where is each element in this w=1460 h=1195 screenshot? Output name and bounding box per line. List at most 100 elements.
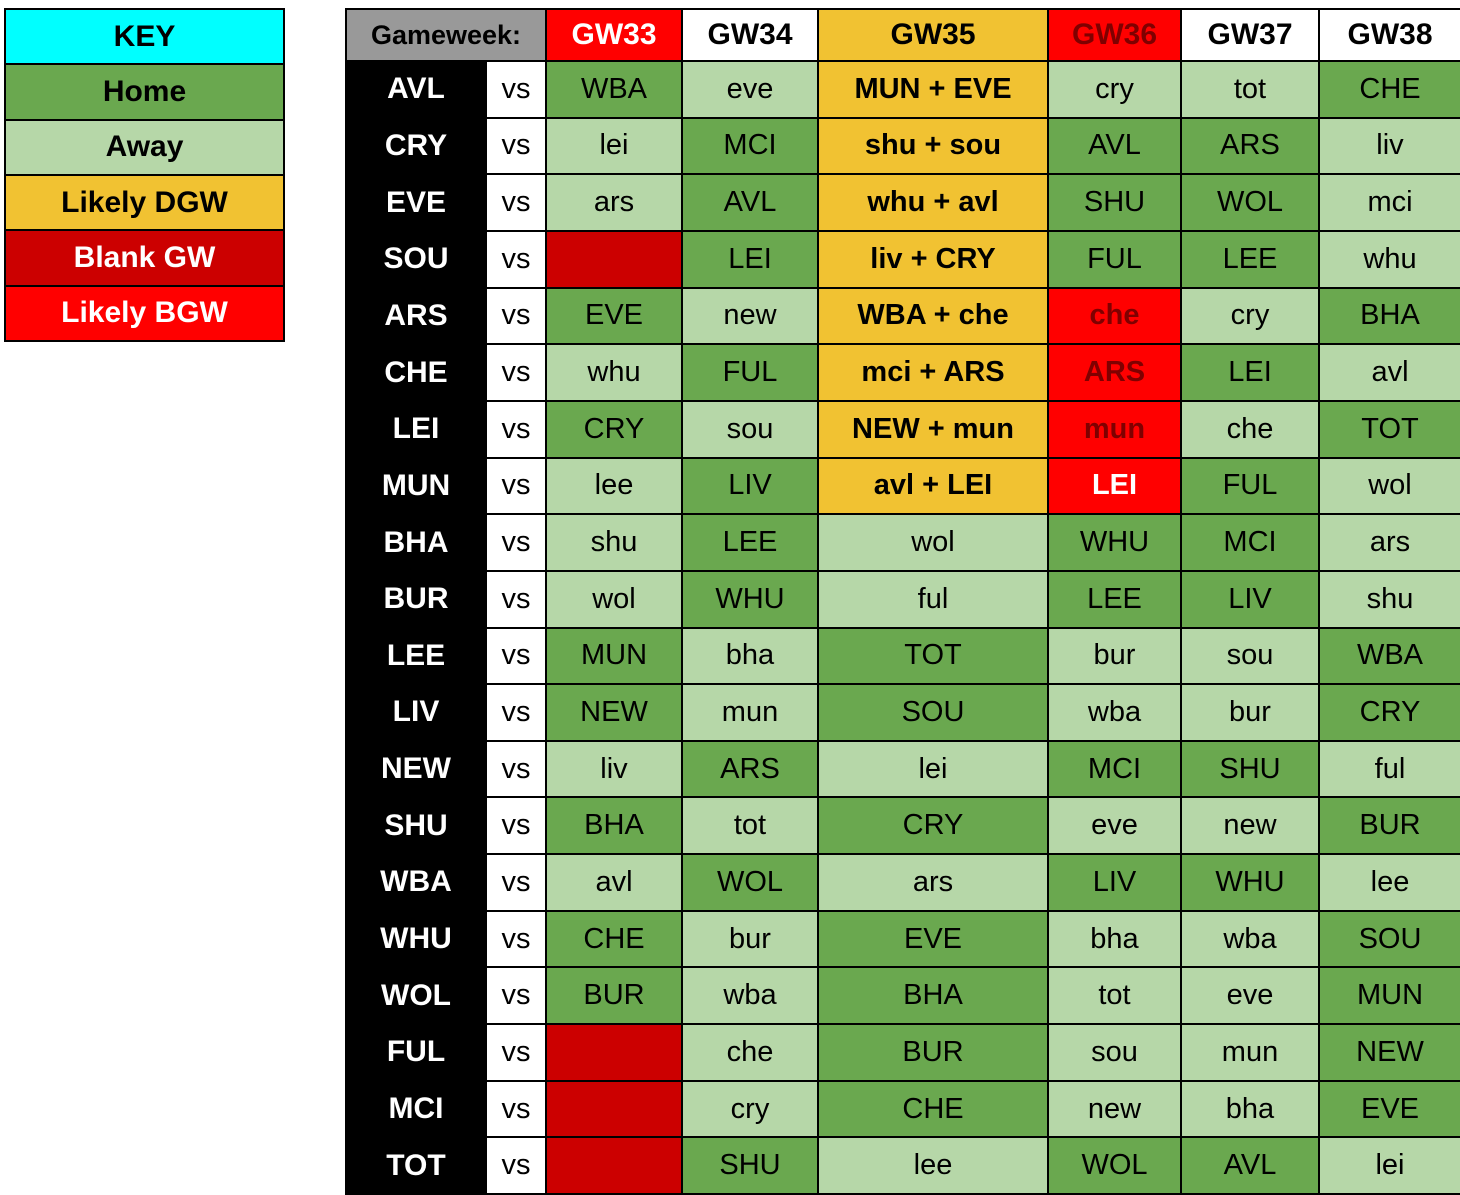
- fixture-eve: eve: [1049, 798, 1180, 854]
- fixture-whu: whu: [547, 345, 681, 400]
- fixture-sou: SOU: [1320, 911, 1460, 967]
- gw-header-gw33: GW33: [547, 10, 681, 60]
- team-shu: SHU: [347, 798, 485, 854]
- fixture-mci: mci: [1320, 175, 1460, 230]
- fixture-shu: SHU: [1049, 175, 1180, 230]
- team-cry: CRY: [347, 118, 485, 174]
- fixture-bur: BUR: [819, 1025, 1047, 1080]
- team-avl: AVL: [347, 62, 485, 117]
- key-title: KEY: [6, 10, 283, 64]
- fixture-blank: [547, 1025, 681, 1080]
- key-legend: KEY Home Away Likely DGW Blank GW Likely BGW: [4, 8, 285, 342]
- fixture-ful: ful: [1320, 741, 1460, 797]
- gw-header-gw36: GW36: [1049, 10, 1180, 60]
- fixture-new-mun: NEW + mun: [819, 401, 1047, 457]
- fixture-mun-eve: MUN + EVE: [819, 62, 1047, 117]
- team-bur: BUR: [347, 571, 485, 627]
- fixture-whu: WHU: [1049, 515, 1180, 570]
- fixture-bur: BUR: [547, 968, 681, 1024]
- vs-label: vs: [487, 628, 545, 684]
- fixture-sou: sou: [683, 401, 817, 457]
- vs-label: vs: [487, 1025, 545, 1080]
- fixture-bha: bha: [1049, 911, 1180, 967]
- fixture-lei: LEI: [1182, 345, 1318, 400]
- fixture-ful: FUL: [1182, 458, 1318, 514]
- fixture-shu: SHU: [1182, 741, 1318, 797]
- vs-label: vs: [487, 1081, 545, 1137]
- fixture-wba-che: WBA + che: [819, 288, 1047, 344]
- gameweek-header-label: Gameweek:: [347, 10, 545, 60]
- fixture-mun: MUN: [1320, 968, 1460, 1024]
- vs-label: vs: [487, 458, 545, 514]
- fixture-wol: WOL: [1182, 175, 1318, 230]
- gw-header-gw37: GW37: [1182, 10, 1318, 60]
- key-item-blank-gw: Blank GW: [6, 231, 283, 285]
- fixture-mci: MCI: [683, 118, 817, 174]
- vs-label: vs: [487, 968, 545, 1024]
- vs-label: vs: [487, 231, 545, 287]
- fixture-blank: [547, 231, 681, 287]
- fixture-bha: BHA: [547, 798, 681, 854]
- vs-label: vs: [487, 288, 545, 344]
- fixture-tot: tot: [683, 798, 817, 854]
- fixture-sou: sou: [1049, 1025, 1180, 1080]
- fixture-bha: bha: [683, 628, 817, 684]
- vs-label: vs: [487, 345, 545, 400]
- fixture-mun: mun: [1049, 401, 1180, 457]
- fixture-mun: MUN: [547, 628, 681, 684]
- vs-label: vs: [487, 911, 545, 967]
- fixture-blank: [547, 1081, 681, 1137]
- fixture-wba: WBA: [547, 62, 681, 117]
- vs-label: vs: [487, 118, 545, 174]
- fixture-lei: lei: [819, 741, 1047, 797]
- fixture-whu-avl: whu + avl: [819, 175, 1047, 230]
- gw-header-gw38: GW38: [1320, 10, 1460, 60]
- vs-label: vs: [487, 685, 545, 740]
- fixture-che: che: [1049, 288, 1180, 344]
- fixture-tot: tot: [1049, 968, 1180, 1024]
- fixture-blank: [547, 1138, 681, 1193]
- fixture-mci-ars: mci + ARS: [819, 345, 1047, 400]
- fixture-avl: AVL: [1049, 118, 1180, 174]
- fixture-new: new: [1049, 1081, 1180, 1137]
- team-che: CHE: [347, 345, 485, 400]
- fixture-mun: mun: [1182, 1025, 1318, 1080]
- fixture-eve: EVE: [547, 288, 681, 344]
- fixture-bur: bur: [1182, 685, 1318, 740]
- fixture-cry: cry: [1049, 62, 1180, 117]
- key-item-home: Home: [6, 65, 283, 119]
- fixture-cry: CRY: [547, 401, 681, 457]
- vs-label: vs: [487, 62, 545, 117]
- fixture-tot: TOT: [819, 628, 1047, 684]
- fixture-wol: WOL: [1049, 1138, 1180, 1193]
- fixture-bur: bur: [683, 911, 817, 967]
- vs-label: vs: [487, 855, 545, 910]
- fixture-tot: TOT: [1320, 401, 1460, 457]
- team-sou: SOU: [347, 231, 485, 287]
- fixture-lee: LEE: [1049, 571, 1180, 627]
- fixture-bur: bur: [1049, 628, 1180, 684]
- fixture-lei: lei: [547, 118, 681, 174]
- fixture-new: new: [683, 288, 817, 344]
- fixture-ars: ARS: [1049, 345, 1180, 400]
- team-lee: LEE: [347, 628, 485, 684]
- team-mci: MCI: [347, 1081, 485, 1137]
- team-liv: LIV: [347, 685, 485, 740]
- fixture-liv: liv: [547, 741, 681, 797]
- team-ars: ARS: [347, 288, 485, 344]
- key-item-away: Away: [6, 120, 283, 174]
- fixture-ars: ars: [547, 175, 681, 230]
- key-item-likely-dgw: Likely DGW: [6, 175, 283, 230]
- fixture-wol: wol: [1320, 458, 1460, 514]
- fixture-cry: CRY: [1320, 685, 1460, 740]
- fixture-bha: BHA: [819, 968, 1047, 1024]
- fixture-shu-sou: shu + sou: [819, 118, 1047, 174]
- fixture-mci: MCI: [1049, 741, 1180, 797]
- fixture-che: CHE: [1320, 62, 1460, 117]
- team-new: NEW: [347, 741, 485, 797]
- fixture-tot: tot: [1182, 62, 1318, 117]
- fixture-bha: bha: [1182, 1081, 1318, 1137]
- fixture-sou: sou: [1182, 628, 1318, 684]
- fixture-new: new: [1182, 798, 1318, 854]
- fixture-lei: lei: [1320, 1138, 1460, 1193]
